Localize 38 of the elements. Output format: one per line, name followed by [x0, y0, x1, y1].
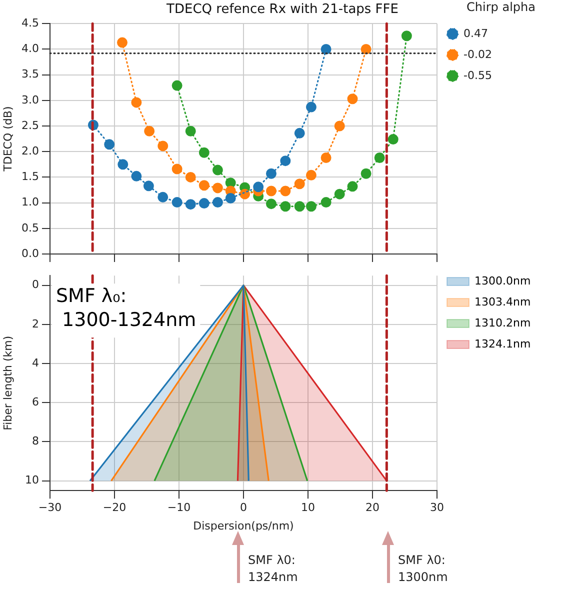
y-tick-label: 1.0 [22, 196, 39, 209]
x-tick-label: −30 [38, 501, 62, 514]
legend-title: Chirp alpha [466, 0, 536, 14]
x-tick-label: 10 [301, 501, 315, 514]
legend-label: 1310.2nm [474, 316, 531, 330]
text: SMF λ0: 1324nm [248, 552, 298, 586]
y-tick-label: 8 [32, 434, 39, 448]
y-tick-label: 0.0 [22, 246, 39, 260]
legend-label: 1324.1nm [474, 337, 531, 350]
y-tick-label: 3.5 [22, 68, 39, 81]
y-tick-label: 3.0 [22, 93, 39, 106]
y-tick-label: 2.5 [22, 118, 39, 132]
y-tick-label: 2.0 [22, 144, 39, 158]
y-axis-title: Fiber length (km) [1, 336, 14, 430]
legend-label: -0.55 [464, 68, 492, 82]
legend-label: 0.47 [464, 26, 488, 40]
x-tick-label: 20 [366, 501, 380, 514]
x-tick-label: 30 [430, 501, 444, 514]
x-axis-title: Dispersion(ps/nm) [193, 519, 294, 532]
y-axis-title: TDECQ (dB) [1, 106, 14, 172]
y-tick-label: 2 [32, 317, 39, 330]
text: SMF λ0: 1300nm [398, 552, 448, 586]
legend-label: -0.02 [464, 48, 492, 61]
y-tick-label: 6 [32, 396, 39, 409]
annotation: SMF λ₀: 1300-1324nm [56, 285, 196, 332]
legend-label: 1300.0nm [474, 274, 531, 288]
x-tick-label: 0 [240, 501, 247, 514]
y-tick-label: 1.5 [22, 170, 39, 184]
x-tick-label: −10 [167, 501, 191, 514]
y-tick-label: 0.5 [22, 221, 39, 234]
y-tick-label: 4.0 [22, 42, 39, 56]
chart-title: TDECQ refence Rx with 21-taps FFE [166, 2, 398, 18]
y-tick-label: 10 [25, 474, 39, 487]
y-tick-label: 0 [32, 278, 39, 292]
x-tick-label: −20 [102, 501, 126, 514]
legend-label: 1303.4nm [474, 295, 531, 308]
y-tick-label: 4 [32, 356, 39, 370]
y-tick-label: 4.5 [22, 16, 39, 30]
